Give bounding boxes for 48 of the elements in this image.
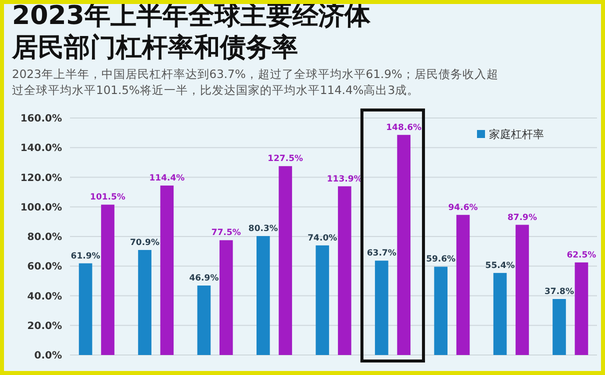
y-tick-label: 140.0% xyxy=(20,143,62,154)
data-label: 94.6% xyxy=(448,202,478,213)
y-tick-label: 40.0% xyxy=(27,291,62,302)
bar xyxy=(456,214,470,355)
data-label: 127.5% xyxy=(268,154,304,164)
y-tick-label: 20.0% xyxy=(27,320,62,332)
bar xyxy=(552,299,566,355)
bar xyxy=(574,262,588,355)
chart-title: 2023年上半年全球主要经济体居民部门杠杆率和债务率 xyxy=(11,1,372,63)
data-label: 101.5% xyxy=(90,192,126,203)
data-label: 61.9% xyxy=(70,251,101,262)
bar xyxy=(493,272,507,355)
data-label: 148.6% xyxy=(386,122,422,133)
y-tick-label: 160.0% xyxy=(20,114,62,124)
bar xyxy=(278,166,292,355)
bar xyxy=(138,250,152,355)
data-label: 37.8% xyxy=(544,287,574,298)
data-label: 55.4% xyxy=(485,260,516,271)
y-tick-label: 120.0% xyxy=(20,172,62,184)
y-tick-label: 80.0% xyxy=(27,232,62,243)
data-label: 63.7% xyxy=(366,248,397,259)
data-label: 74.0% xyxy=(308,233,338,244)
data-label: 113.9% xyxy=(326,174,363,184)
y-tick-label: 60.0% xyxy=(27,262,62,273)
data-label: 114.4% xyxy=(149,174,186,184)
data-label: 77.5% xyxy=(211,228,242,238)
bar xyxy=(256,236,270,355)
data-label: 70.9% xyxy=(130,238,160,248)
data-label: 80.3% xyxy=(248,224,278,234)
bar xyxy=(516,224,529,355)
data-label: 46.9% xyxy=(189,274,220,284)
y-tick-label: 0.0% xyxy=(34,350,62,362)
data-label: 87.9% xyxy=(507,212,538,223)
bar xyxy=(397,134,410,355)
legend-label: 家庭杠杆率 xyxy=(489,128,544,141)
bar xyxy=(220,240,233,355)
bar xyxy=(316,245,330,355)
chart-subtitle: 2023年上半年，中国居民杠杆率达到63.7%，超过了全球平均水平61.9%；居民债务收入超过全球平均水平101.5%将近一半，比发达国家的平均水平114.4%高出3成。 xyxy=(12,67,498,97)
bar xyxy=(434,266,448,355)
bar xyxy=(197,286,211,355)
data-label: 62.5% xyxy=(566,250,597,260)
bar xyxy=(338,186,352,355)
y-tick-label: 100.0% xyxy=(20,202,62,214)
bar xyxy=(101,204,114,355)
bar xyxy=(78,263,92,355)
bar xyxy=(374,260,388,355)
data-label: 59.6% xyxy=(426,254,456,265)
bar xyxy=(160,186,174,355)
